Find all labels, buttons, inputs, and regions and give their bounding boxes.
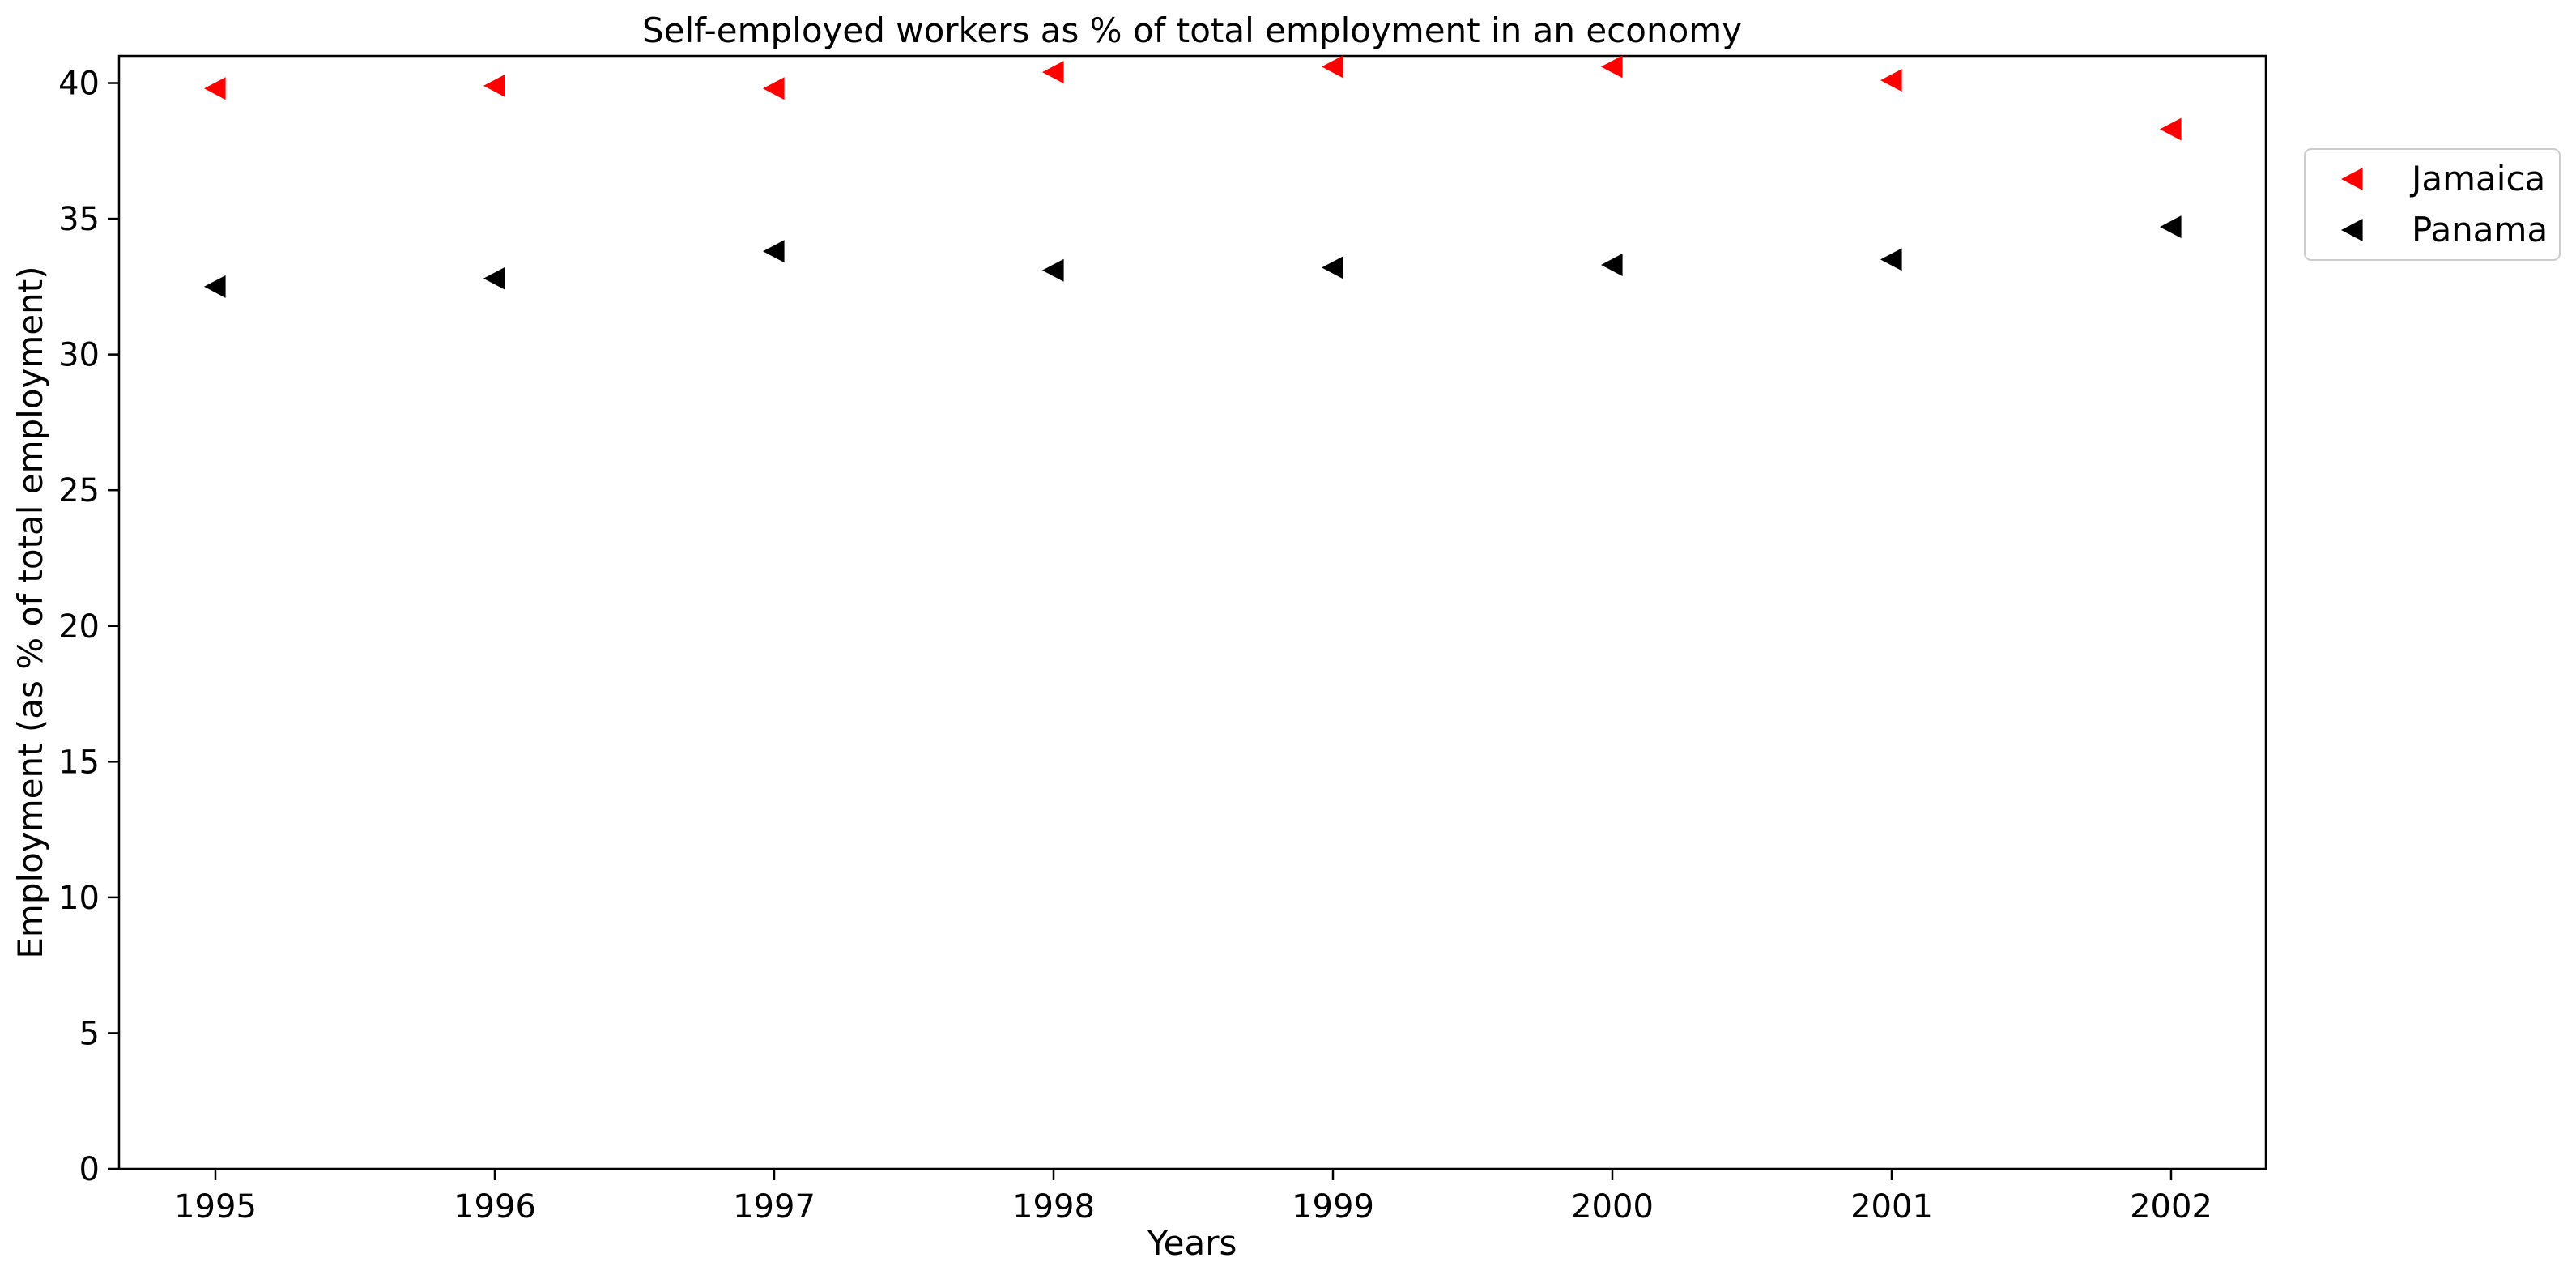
y-axis: 0 5 10 15 20 25 30 35 40 [58,66,119,1188]
y-tick-label: 35 [58,201,100,238]
x-tick-label: 1998 [1012,1188,1095,1226]
chart-title: Self-employed workers as % of total empl… [642,11,1742,50]
legend-marker-panama [2341,219,2363,241]
y-tick-label: 40 [58,66,100,103]
y-tick-label: 15 [58,744,100,781]
data-point-panama [483,266,505,290]
data-point-panama [763,240,785,263]
legend-box [2304,148,2561,261]
series-panama [204,215,2182,298]
y-axis-label: Employment (as % of total employment) [11,266,50,958]
data-point-panama [1322,256,1343,279]
y-tick-label: 20 [58,608,100,646]
data-point-jamaica [1601,55,1623,79]
data-point-jamaica [763,77,785,100]
y-tick-label: 25 [58,472,100,509]
data-point-panama [2160,215,2182,239]
data-point-jamaica [204,77,226,100]
data-point-jamaica [1880,69,1902,92]
x-tick-label: 1999 [1292,1188,1374,1226]
x-tick-label: 2001 [1850,1188,1933,1226]
y-tick-label: 30 [58,337,100,374]
legend-label-panama: Panama [2412,210,2548,249]
series-jamaica [204,55,2182,141]
legend-marker-jamaica [2341,168,2363,190]
x-tick-label: 2000 [1571,1188,1654,1226]
y-tick-label: 5 [79,1015,100,1052]
data-point-panama [1042,258,1064,282]
x-tick-label: 1997 [733,1188,815,1226]
data-point-panama [1880,248,1902,271]
x-tick-label: 1996 [453,1188,536,1226]
legend: Jamaica Panama [2304,148,2561,261]
x-axis: 1995 1996 1997 1998 1999 2000 2001 2002 [174,1169,2212,1226]
x-axis-label: Years [1147,1223,1237,1263]
x-tick-label: 1995 [174,1188,257,1226]
data-points [204,55,2182,298]
legend-items: Jamaica Panama [2341,159,2548,249]
legend-label-jamaica: Jamaica [2409,159,2545,198]
data-point-jamaica [2160,117,2182,141]
plot-area [117,54,2267,1170]
data-point-jamaica [483,74,505,97]
y-tick-label: 0 [79,1151,100,1188]
data-point-jamaica [1322,55,1343,79]
data-point-jamaica [1042,61,1064,84]
plot-frame [117,54,2267,1170]
data-point-panama [204,275,226,298]
x-tick-label: 2002 [2130,1188,2212,1226]
data-point-panama [1601,254,1623,277]
y-tick-label: 10 [58,880,100,917]
